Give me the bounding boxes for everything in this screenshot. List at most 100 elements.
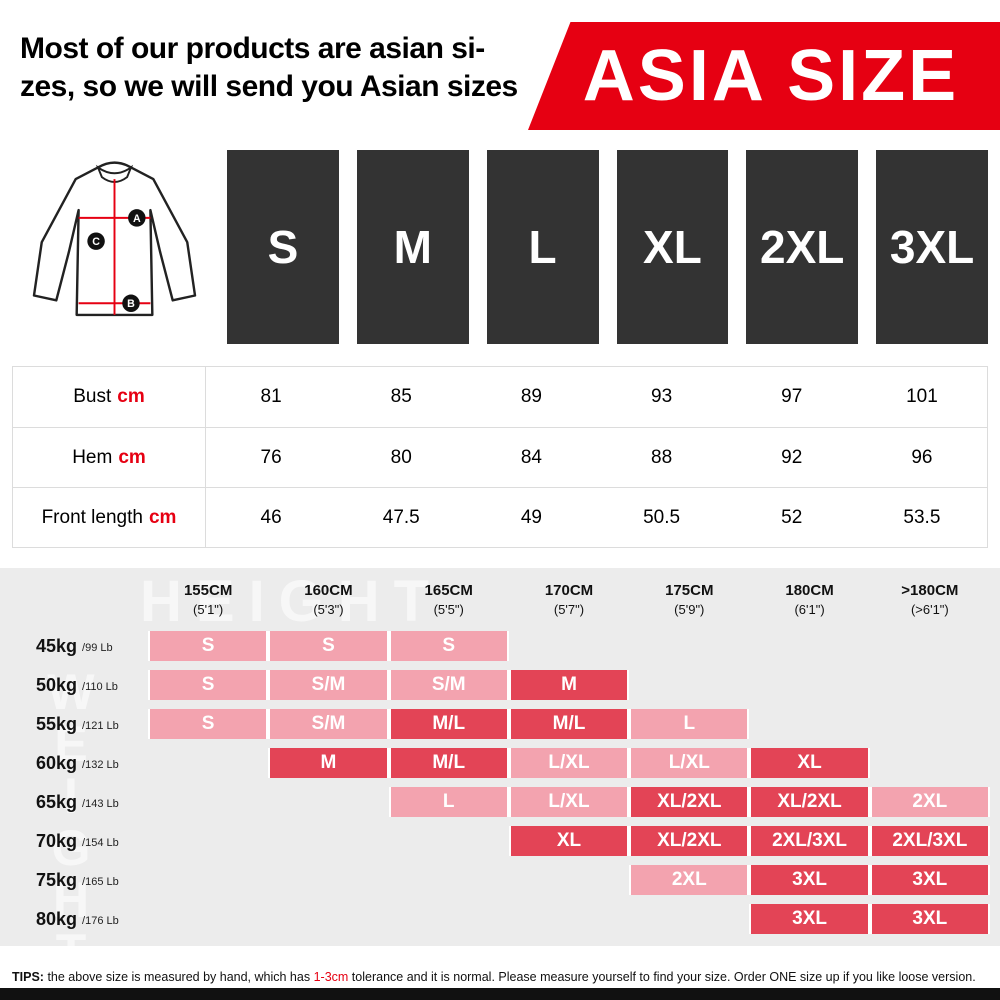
- measure-value: 92: [781, 446, 803, 468]
- size-row: A B C S M L XL 2XL 3XL: [12, 150, 988, 344]
- chart-cell: [148, 865, 268, 895]
- chart-cell: XL: [749, 748, 870, 778]
- height-weight-chart: HEIGHT WEIGHT 155CM (5'1") 160CM (5'3") 165C…: [0, 568, 1000, 976]
- measure-value: 93: [651, 386, 673, 407]
- chart-cell: 2XL: [869, 787, 990, 817]
- measure-row: Hem cm 76 80 84 88 92 96: [13, 427, 987, 487]
- measure-value: 85: [390, 386, 412, 407]
- chart-col-ft: (5'9"): [674, 601, 705, 617]
- chart-cell: 2XL/3XL: [869, 826, 990, 856]
- chart-col-header: >180CM (>6'1"): [870, 576, 990, 622]
- size-box-s: S: [227, 150, 339, 344]
- chart-row-kg: 55kg: [36, 713, 78, 734]
- chart-cell: M: [268, 748, 389, 778]
- chart-cell: L/XL: [629, 748, 750, 778]
- chart-cell: S: [388, 631, 509, 661]
- chart-cell: [389, 865, 509, 895]
- point-c-label: C: [92, 236, 100, 248]
- chart-row-kg: 45kg: [36, 635, 78, 656]
- size-box-l: L: [486, 150, 599, 344]
- chart-cell: [509, 904, 629, 934]
- tips-bar: TIPS: the above size is measured by hand…: [0, 964, 1000, 988]
- chart-cell: 2XL/3XL: [749, 826, 870, 856]
- measure-label: Front length cm: [13, 488, 206, 547]
- chart-row-lb: /121 Lb: [82, 720, 119, 732]
- tips-text-1: the above size is measured by hand, whic…: [47, 970, 314, 984]
- chart-cell: [148, 787, 268, 817]
- chart-cell: XL/2XL: [629, 826, 750, 856]
- point-a-label: A: [133, 213, 141, 225]
- chart-cell: 3XL: [869, 865, 990, 895]
- chart-row-kg: 80kg: [36, 908, 78, 929]
- chart-cell: XL/2XL: [749, 787, 870, 817]
- chart-cell: [509, 631, 629, 661]
- chart-cell: [148, 826, 268, 856]
- chart-row-lb: /154 Lb: [82, 837, 119, 849]
- chart-cell: 2XL: [629, 865, 750, 895]
- measure-value: 53.5: [903, 506, 941, 528]
- banner-title: ASIA SIZE: [582, 36, 960, 116]
- chart-row-header: 75kg/165 Lb: [10, 865, 148, 895]
- chart-cell: L: [388, 787, 509, 817]
- measure-value: 76: [260, 446, 282, 468]
- tips-label: TIPS:: [12, 970, 44, 984]
- chart-cell: S: [268, 631, 389, 661]
- size-boxes: S M L XL 2XL 3XL: [227, 150, 988, 344]
- chart-row-lb: /132 Lb: [82, 759, 119, 771]
- chart-corner: [10, 576, 148, 622]
- chart-row-header: 70kg/154 Lb: [10, 826, 148, 856]
- size-box-2xl: 2XL: [746, 150, 859, 344]
- measure-unit: cm: [118, 446, 146, 468]
- chart-cell: [629, 670, 749, 700]
- measure-value: 49: [520, 506, 542, 528]
- measure-value: 81: [260, 386, 282, 407]
- measure-value: 97: [781, 386, 803, 407]
- chart-row-header: 80kg/176 Lb: [10, 904, 148, 934]
- chart-row-lb: /99 Lb: [82, 642, 113, 654]
- measure-value: 96: [911, 446, 933, 468]
- chart-row-header: 55kg/121 Lb: [10, 709, 148, 739]
- size-box-m: M: [356, 150, 469, 344]
- chart-cell: M/L: [388, 709, 509, 739]
- chart-col-ft: (5'1"): [193, 601, 224, 617]
- chart-col-cm: 180CM: [785, 581, 834, 599]
- chart-cell: [749, 709, 869, 739]
- chart-row-header: 50kg/110 Lb: [10, 670, 148, 700]
- chart-cell: L: [629, 709, 750, 739]
- chart-row-header: 65kg/143 Lb: [10, 787, 148, 817]
- chart-cell: [629, 631, 749, 661]
- chart-cell: [148, 748, 268, 778]
- measure-label-text: Front length: [41, 506, 143, 528]
- measure-value: 46: [260, 506, 282, 528]
- chart-cell: [870, 631, 990, 661]
- chart-cell: [749, 631, 869, 661]
- chart-row-header: 60kg/132 Lb: [10, 748, 148, 778]
- measure-value: 84: [520, 446, 542, 468]
- chart-row-lb: /143 Lb: [82, 798, 119, 810]
- chart-cell: M/L: [388, 748, 509, 778]
- intro-text: Most of our products are asian si- zes, …: [20, 30, 518, 105]
- chart-row-header: 45kg/99 Lb: [10, 631, 148, 661]
- chart-row-kg: 75kg: [36, 869, 78, 890]
- measure-label: Hem cm: [13, 428, 206, 487]
- measure-label-text: Bust: [73, 386, 112, 407]
- measure-value: 47.5: [382, 506, 420, 528]
- chart-col-ft: (>6'1"): [910, 601, 949, 617]
- chart-cell: M: [508, 670, 630, 700]
- chart-cell: [870, 709, 990, 739]
- chart-cell: 3XL: [749, 904, 870, 934]
- chart-cell: [870, 748, 990, 778]
- measure-row: Bust cm 81 85 89 93 97 101: [13, 367, 987, 427]
- chart-cell: S/M: [268, 670, 389, 700]
- chart-row-lb: /165 Lb: [82, 876, 119, 888]
- measure-label-text: Hem: [72, 446, 113, 468]
- measure-label: Bust cm: [13, 367, 206, 427]
- chart-row-lb: /176 Lb: [82, 915, 119, 927]
- point-b-label: B: [127, 298, 135, 310]
- measure-value: 52: [781, 506, 803, 528]
- chart-col-ft: (5'7"): [553, 601, 585, 617]
- chart-cell: [389, 826, 509, 856]
- jersey-icon: A B C: [32, 161, 197, 317]
- chart-cell: S/M: [268, 709, 389, 739]
